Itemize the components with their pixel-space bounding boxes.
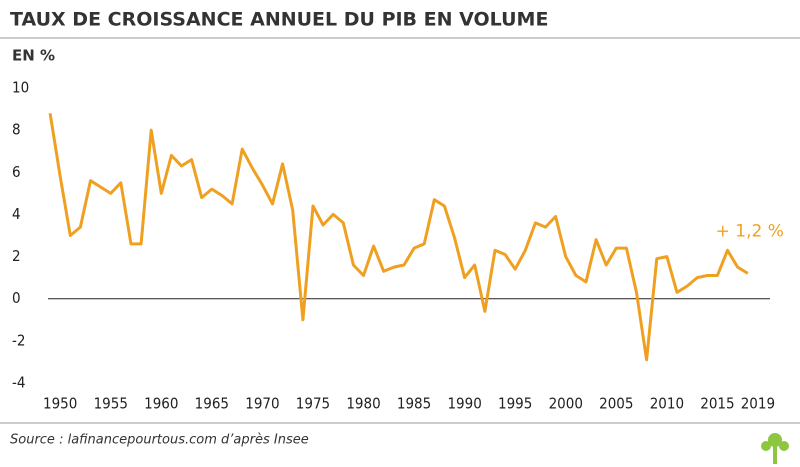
logo bbox=[761, 433, 789, 464]
x-tick-label: 2010 bbox=[650, 395, 684, 413]
y-tick-label: 8 bbox=[12, 121, 21, 139]
y-tick-label: 6 bbox=[12, 163, 21, 181]
x-tick-label: 1995 bbox=[498, 395, 532, 413]
x-tick-label: 1985 bbox=[397, 395, 431, 413]
chart-title: TAUX DE CROISSANCE ANNUEL DU PIB EN VOLU… bbox=[10, 9, 548, 31]
x-tick-label: 1990 bbox=[447, 395, 481, 413]
y-tick-label: 4 bbox=[12, 205, 21, 223]
y-tick-label: 10 bbox=[12, 79, 29, 97]
annotation: + 1,2 % bbox=[716, 221, 784, 241]
x-tick-label: 1960 bbox=[144, 395, 178, 413]
line-series bbox=[48, 113, 749, 362]
x-tick-label: 1950 bbox=[43, 395, 77, 413]
y-tick-label: 0 bbox=[12, 289, 21, 307]
x-tick-label: 1980 bbox=[346, 395, 380, 413]
x-tick-label: 2015 bbox=[700, 395, 734, 413]
y-axis-label: EN % bbox=[12, 47, 55, 65]
x-tick-label: 2019 bbox=[741, 395, 775, 413]
x-tick-label: 1965 bbox=[195, 395, 229, 413]
x-tick-label: 2005 bbox=[599, 395, 633, 413]
x-tick-label: 1955 bbox=[94, 395, 128, 413]
y-tick-label: -2 bbox=[12, 331, 25, 349]
x-tick-label: 1975 bbox=[296, 395, 330, 413]
source: Source : lafinancepourtous.com d’après I… bbox=[10, 433, 309, 448]
x-tick-label: 2000 bbox=[549, 395, 583, 413]
x-tick-label: 1970 bbox=[245, 395, 279, 413]
y-tick-label: 2 bbox=[12, 247, 21, 265]
y-tick-label: -4 bbox=[12, 374, 25, 392]
